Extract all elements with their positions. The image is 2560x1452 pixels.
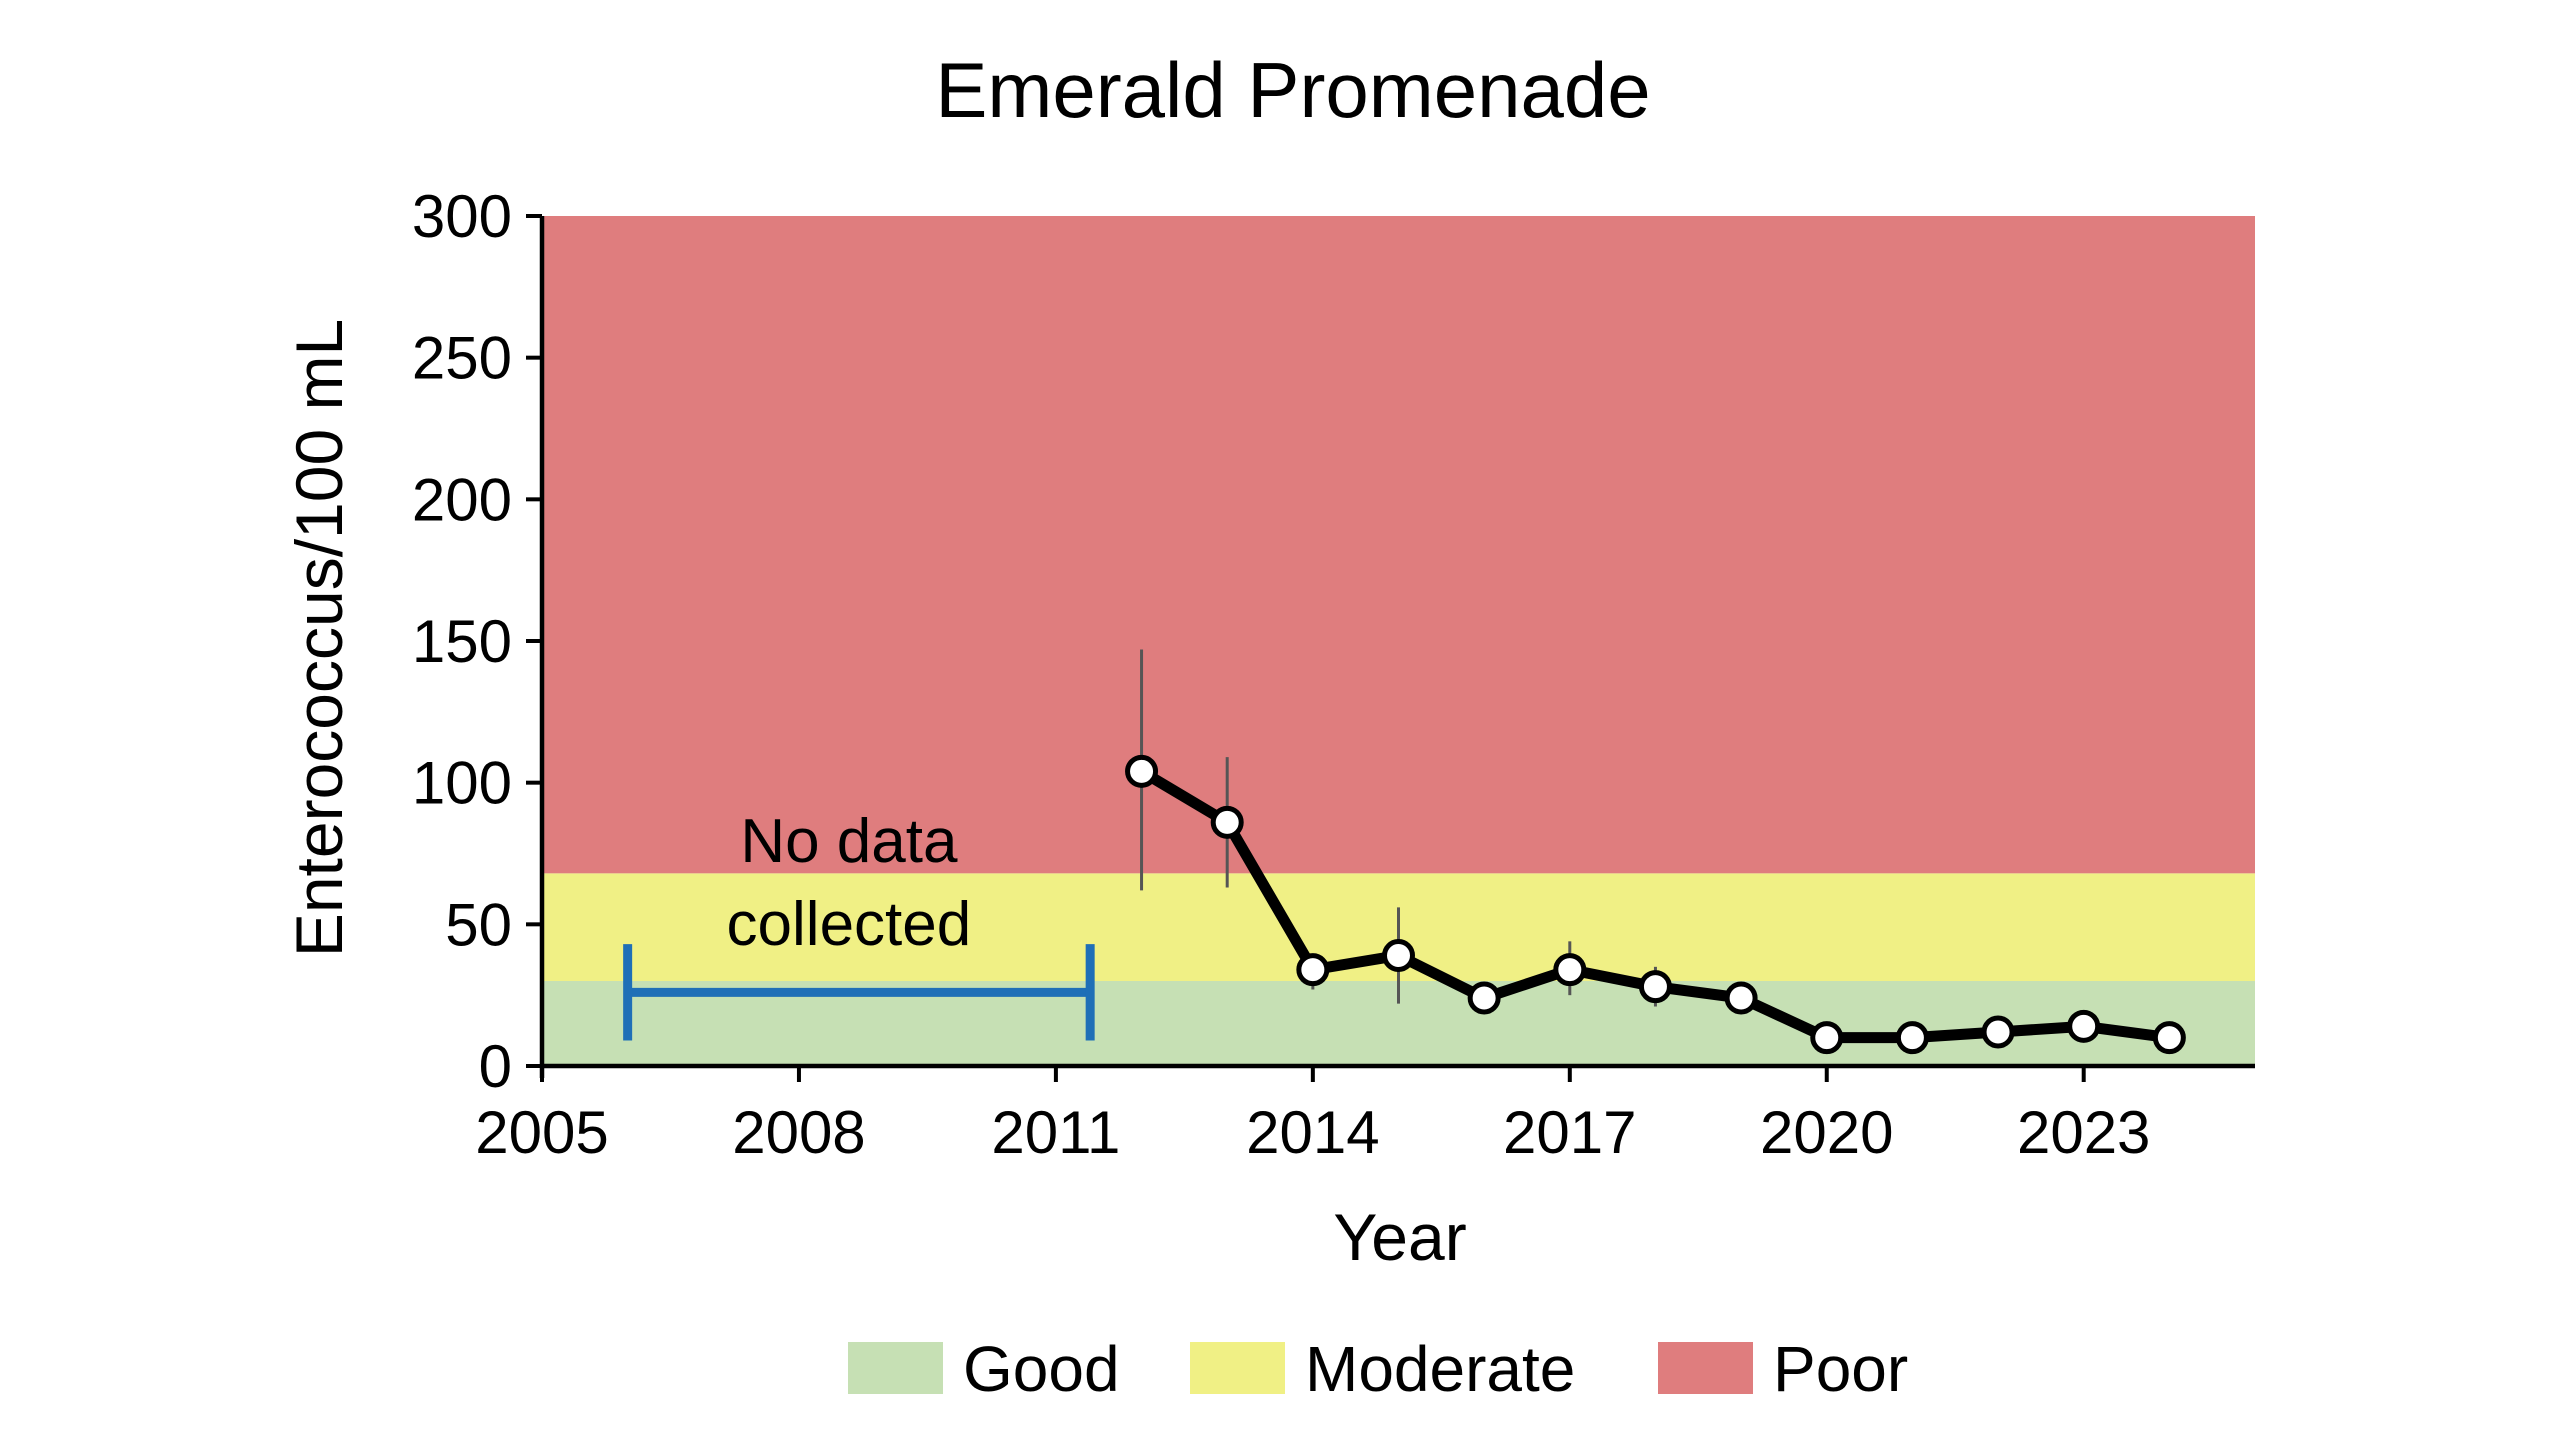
legend-swatch-good	[848, 1342, 943, 1394]
y-tick-label: 300	[412, 183, 512, 250]
data-point	[1981, 1015, 2015, 1049]
y-tick-label: 0	[479, 1033, 512, 1100]
x-tick-label: 2014	[1246, 1099, 1379, 1166]
x-tick-label: 2011	[991, 1099, 1120, 1166]
no-data-label-line1: No data	[740, 807, 958, 876]
data-point	[1467, 981, 1501, 1015]
legend: Good Moderate Poor	[848, 1333, 1908, 1405]
series-markers	[1125, 754, 2186, 1055]
legend-label-good: Good	[963, 1333, 1120, 1405]
x-tick-label: 2023	[2017, 1099, 2150, 1166]
legend-label-poor: Poor	[1773, 1333, 1908, 1405]
y-ticks: 0 50 100 150 200 250 300	[412, 183, 542, 1100]
y-tick-label: 100	[412, 750, 512, 817]
legend-label-moderate: Moderate	[1305, 1333, 1575, 1405]
no-data-label-line2: collected	[727, 890, 972, 959]
x-ticks: 2005 2008 2011 2014 2017 2020 2023	[475, 1066, 2150, 1166]
y-tick-label: 250	[412, 325, 512, 392]
x-tick-label: 2020	[1760, 1099, 1893, 1166]
data-point	[1810, 1021, 1844, 1055]
legend-swatch-poor	[1658, 1342, 1753, 1394]
y-tick-label: 200	[412, 466, 512, 533]
data-point	[1125, 754, 1159, 788]
data-point	[1638, 970, 1672, 1004]
band-poor	[542, 216, 2255, 874]
no-data-annotation: No data collected	[623, 807, 1095, 1041]
x-tick-label: 2005	[475, 1099, 608, 1166]
data-point	[1724, 981, 1758, 1015]
data-point	[1210, 805, 1244, 839]
x-axis-label: Year	[1333, 1200, 1466, 1274]
data-point	[1296, 953, 1330, 987]
data-point	[1895, 1021, 1929, 1055]
y-tick-label: 50	[445, 891, 512, 958]
x-tick-label: 2017	[1503, 1099, 1636, 1166]
data-point	[2152, 1021, 2186, 1055]
chart-title: Emerald Promenade	[935, 46, 1650, 134]
data-point	[2067, 1009, 2101, 1043]
y-tick-label: 150	[412, 608, 512, 675]
data-point	[1553, 953, 1587, 987]
y-axis-label: Enterococcus/100 mL	[282, 319, 356, 957]
data-point	[1382, 939, 1415, 972]
legend-swatch-moderate	[1190, 1342, 1285, 1394]
x-tick-label: 2008	[732, 1099, 865, 1166]
